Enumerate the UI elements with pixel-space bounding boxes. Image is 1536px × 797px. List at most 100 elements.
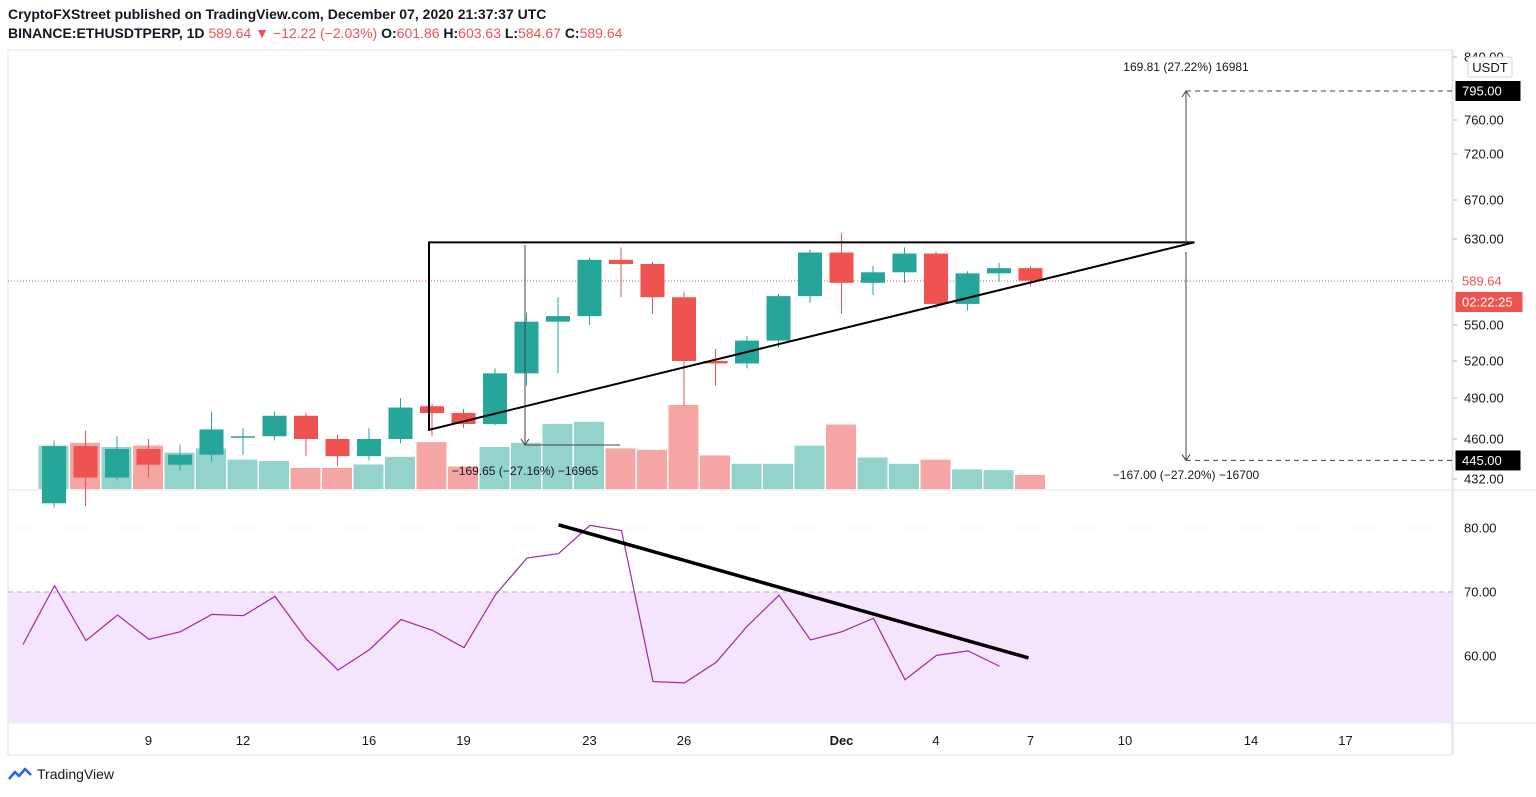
x-tick-label: 19: [456, 733, 470, 748]
volume-bar: [700, 455, 730, 489]
ascending-triangle: [428, 241, 1195, 432]
close-value: 589.64: [579, 25, 623, 41]
candle-body: [1018, 268, 1043, 281]
y-tick-label: 720.00: [1464, 147, 1504, 162]
price-label-box: [1455, 271, 1521, 291]
x-tick-label: 16: [362, 733, 376, 748]
volume-bar: [511, 442, 541, 489]
candle-body: [388, 407, 413, 439]
candle-body: [420, 406, 444, 414]
x-tick-label: 10: [1118, 733, 1132, 748]
candle-body: [136, 449, 161, 465]
candle-body: [861, 272, 885, 283]
candle-body: [640, 263, 665, 298]
rsi-band: [8, 592, 1452, 722]
rsi-trendline: [558, 523, 1029, 660]
rsi-tick-label: 70.00: [1464, 585, 1497, 600]
candles: [42, 233, 1043, 508]
candle-body: [672, 297, 696, 361]
volume-bar: [637, 449, 667, 489]
open-value: 601.86: [396, 25, 440, 41]
candle-body: [451, 413, 476, 424]
measure-label: 169.81 (27.22%) 16981: [1123, 60, 1249, 74]
measure-label: −167.00 (−27.20%) −16700: [1113, 468, 1260, 482]
price-label: 445.00: [1462, 453, 1502, 468]
volume-bar: [605, 448, 636, 489]
measure-arrow: [520, 438, 530, 446]
y-tick-label: 490.00: [1464, 391, 1504, 406]
x-tick-label: 9: [145, 733, 152, 748]
rsi-tick-label: 80.00: [1464, 521, 1497, 536]
volume-bar: [259, 461, 289, 489]
candle-body: [703, 361, 728, 364]
volume-bar: [542, 423, 573, 489]
x-tick-label: 14: [1244, 733, 1258, 748]
volume-bar: [574, 421, 604, 489]
price-label: 02:22:25: [1462, 295, 1513, 310]
last-price: 589.64: [208, 25, 252, 41]
volume-bar: [479, 447, 510, 489]
volume-bar: [353, 464, 384, 489]
high-label: H:: [443, 25, 459, 41]
candle-body: [231, 436, 255, 438]
tradingview-logo-icon: [8, 767, 32, 780]
volume-bar: [952, 469, 982, 489]
candle-body: [42, 446, 66, 504]
candle-body: [294, 415, 318, 439]
volume-bar: [983, 470, 1014, 489]
y-tick-label: 550.00: [1464, 318, 1504, 333]
volume-bar: [385, 456, 415, 489]
volume-bar: [227, 459, 258, 489]
tradingview-logo[interactable]: TradingView: [8, 766, 114, 782]
open-label: O:: [381, 25, 397, 41]
candle-body: [892, 253, 917, 273]
x-tick-label: 4: [932, 733, 939, 748]
volume-bar: [448, 466, 478, 489]
rsi-tick-label: 60.00: [1464, 649, 1497, 664]
volume-bar: [857, 457, 888, 489]
candle-body: [325, 439, 350, 457]
volume-bar: [763, 463, 793, 489]
y-tick-label: 520.00: [1464, 354, 1504, 369]
x-tick-label: 7: [1027, 733, 1034, 748]
price-label: 795.00: [1462, 84, 1502, 99]
measure-label: −169.65 (−27.16%) −16965: [452, 464, 599, 478]
volume-bar: [668, 405, 699, 489]
tradingview-brand: TradingView: [37, 766, 115, 782]
rsi-pane: [8, 523, 1452, 722]
drawings: −169.65 (−27.16%) −16965 169.81 (27.22%) …: [428, 60, 1453, 482]
symbol-label[interactable]: BINANCE:ETHUSDTPERP, 1D: [8, 25, 205, 41]
candle-body: [924, 253, 948, 304]
volume-bar: [731, 463, 762, 489]
volume-bar: [794, 445, 825, 489]
time-axis: 9 12 16 19 23 26 Dec 4 7 10 14 17: [145, 733, 1353, 748]
candle-body: [105, 449, 129, 478]
x-tick-label: 23: [582, 733, 596, 748]
price-label-box: [1455, 450, 1521, 471]
price-label: 589.64: [1462, 274, 1502, 289]
y-tick-label: 760.00: [1464, 113, 1504, 128]
candle-body: [168, 454, 192, 465]
low-value: 584.67: [518, 25, 561, 41]
price-change: −12.22 (−2.03%): [272, 25, 378, 41]
price-label-box: [1455, 292, 1523, 312]
currency-label: USDT: [1472, 60, 1507, 75]
close-label: C:: [564, 25, 580, 41]
x-tick-label: 26: [677, 733, 691, 748]
candle-body: [987, 268, 1011, 274]
chart-header: CryptoFXStreet published on TradingView.…: [8, 5, 622, 43]
low-label: L:: [504, 25, 519, 41]
x-tick-label: 17: [1338, 733, 1352, 748]
volume-bar: [322, 468, 352, 489]
high-value: 603.63: [458, 25, 501, 41]
y-tick-label: 432.00: [1464, 472, 1504, 487]
price-label-box: [1455, 81, 1521, 101]
volume-bar: [889, 463, 919, 489]
candle-body: [262, 415, 287, 437]
candle-body: [798, 252, 822, 297]
y-tick-label: 630.00: [1464, 232, 1504, 247]
candle-body: [199, 429, 224, 455]
y-tick-label: 460.00: [1464, 432, 1504, 447]
y-tick-label: 670.00: [1464, 193, 1504, 208]
